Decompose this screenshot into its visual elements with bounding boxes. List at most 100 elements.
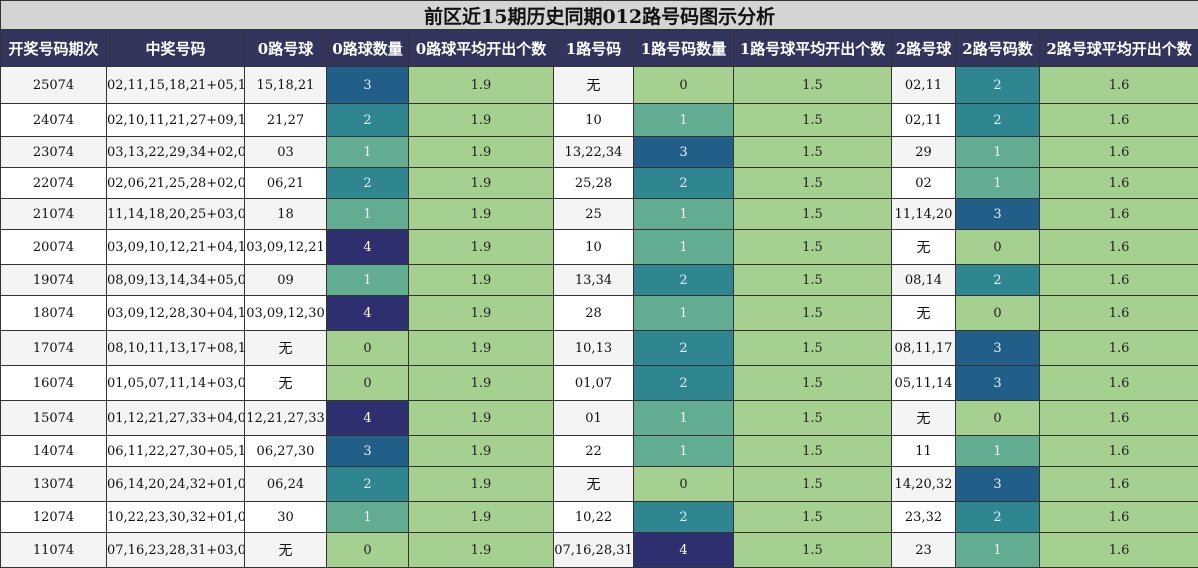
route1-average-cell: 1.5	[734, 199, 892, 230]
header-route2-count: 2路号码数	[956, 30, 1040, 67]
winning-numbers-cell: 01,05,07,11,14+03,08	[107, 366, 245, 401]
winning-numbers-cell: 02,11,15,18,21+05,10	[107, 67, 245, 104]
route2-count-cell: 3	[956, 199, 1040, 230]
route1-numbers-cell: 10	[554, 104, 634, 137]
period-cell: 13074	[1, 467, 107, 502]
route1-count-cell: 2	[634, 168, 734, 199]
route2-count-cell: 3	[956, 331, 1040, 366]
route2-count-cell: 3	[956, 467, 1040, 502]
route1-average-cell: 1.5	[734, 230, 892, 265]
route1-numbers-cell: 10,13	[554, 331, 634, 366]
route2-count-cell: 1	[956, 436, 1040, 467]
route2-numbers-cell: 无	[892, 230, 956, 265]
route1-numbers-cell: 10,22	[554, 502, 634, 533]
period-cell: 17074	[1, 331, 107, 366]
route0-average-cell: 1.9	[409, 366, 554, 401]
route1-average-cell: 1.5	[734, 67, 892, 104]
route1-numbers-cell: 13,34	[554, 265, 634, 296]
route1-count-cell: 2	[634, 502, 734, 533]
route1-count-cell: 1	[634, 230, 734, 265]
route1-count-cell: 1	[634, 436, 734, 467]
route0-numbers-cell: 06,27,30	[245, 436, 327, 467]
route2-numbers-cell: 08,11,17	[892, 331, 956, 366]
header-period: 开奖号码期次	[1, 30, 107, 67]
route2-numbers-cell: 无	[892, 401, 956, 436]
route1-count-cell: 1	[634, 199, 734, 230]
route0-count-cell: 1	[327, 265, 409, 296]
route1-average-cell: 1.5	[734, 104, 892, 137]
route2-count-cell: 3	[956, 366, 1040, 401]
route0-count-cell: 1	[327, 137, 409, 168]
route0-numbers-cell: 30	[245, 502, 327, 533]
route2-numbers-cell: 02,11	[892, 104, 956, 137]
route1-average-cell: 1.5	[734, 265, 892, 296]
route2-average-cell: 1.6	[1040, 366, 1198, 401]
route1-numbers-cell: 01	[554, 401, 634, 436]
route1-count-cell: 1	[634, 296, 734, 331]
route2-average-cell: 1.6	[1040, 137, 1198, 168]
route2-count-cell: 1	[956, 137, 1040, 168]
period-cell: 12074	[1, 502, 107, 533]
route1-numbers-cell: 01,07	[554, 366, 634, 401]
route0-average-cell: 1.9	[409, 104, 554, 137]
header-route1-average: 1路号球平均开出个数	[734, 30, 892, 67]
route1-average-cell: 1.5	[734, 436, 892, 467]
route2-count-cell: 1	[956, 533, 1040, 568]
route1-numbers-cell: 10	[554, 230, 634, 265]
route0-average-cell: 1.9	[409, 296, 554, 331]
route1-average-cell: 1.5	[734, 366, 892, 401]
route0-numbers-cell: 无	[245, 331, 327, 366]
route2-average-cell: 1.6	[1040, 199, 1198, 230]
route2-numbers-cell: 23,32	[892, 502, 956, 533]
period-cell: 14074	[1, 436, 107, 467]
route1-count-cell: 2	[634, 366, 734, 401]
route2-count-cell: 0	[956, 230, 1040, 265]
route2-average-cell: 1.6	[1040, 265, 1198, 296]
route1-average-cell: 1.5	[734, 502, 892, 533]
route0-count-cell: 1	[327, 502, 409, 533]
period-cell: 11074	[1, 533, 107, 568]
route1-numbers-cell: 22	[554, 436, 634, 467]
route0-average-cell: 1.9	[409, 199, 554, 230]
winning-numbers-cell: 10,22,23,30,32+01,07	[107, 502, 245, 533]
route2-numbers-cell: 23	[892, 533, 956, 568]
period-cell: 19074	[1, 265, 107, 296]
winning-numbers-cell: 01,12,21,27,33+04,09	[107, 401, 245, 436]
route1-count-cell: 4	[634, 533, 734, 568]
header-route2-numbers: 2路号球	[892, 30, 956, 67]
table-title: 前区近15期历史同期012路号码图示分析	[1, 1, 1198, 30]
route2-numbers-cell: 08,14	[892, 265, 956, 296]
route2-count-cell: 2	[956, 67, 1040, 104]
winning-numbers-cell: 02,06,21,25,28+02,06	[107, 168, 245, 199]
period-cell: 16074	[1, 366, 107, 401]
route2-numbers-cell: 02,11	[892, 67, 956, 104]
route0-average-cell: 1.9	[409, 230, 554, 265]
route0-numbers-cell: 12,21,27,33	[245, 401, 327, 436]
header-route0-numbers: 0路号球	[245, 30, 327, 67]
header-numbers: 中奖号码	[107, 30, 245, 67]
winning-numbers-cell: 11,14,18,20,25+03,07	[107, 199, 245, 230]
header-route0-average: 0路球平均开出个数	[409, 30, 554, 67]
winning-numbers-cell: 02,10,11,21,27+09,11	[107, 104, 245, 137]
route1-numbers-cell: 13,22,34	[554, 137, 634, 168]
route2-numbers-cell: 11	[892, 436, 956, 467]
winning-numbers-cell: 08,10,11,13,17+08,11	[107, 331, 245, 366]
route0-count-cell: 0	[327, 366, 409, 401]
route2-average-cell: 1.6	[1040, 502, 1198, 533]
route1-count-cell: 1	[634, 401, 734, 436]
route2-average-cell: 1.6	[1040, 67, 1198, 104]
route0-average-cell: 1.9	[409, 533, 554, 568]
route1-count-cell: 2	[634, 265, 734, 296]
route2-average-cell: 1.6	[1040, 467, 1198, 502]
route0-count-cell: 3	[327, 67, 409, 104]
route1-count-cell: 2	[634, 331, 734, 366]
route1-numbers-cell: 无	[554, 467, 634, 502]
